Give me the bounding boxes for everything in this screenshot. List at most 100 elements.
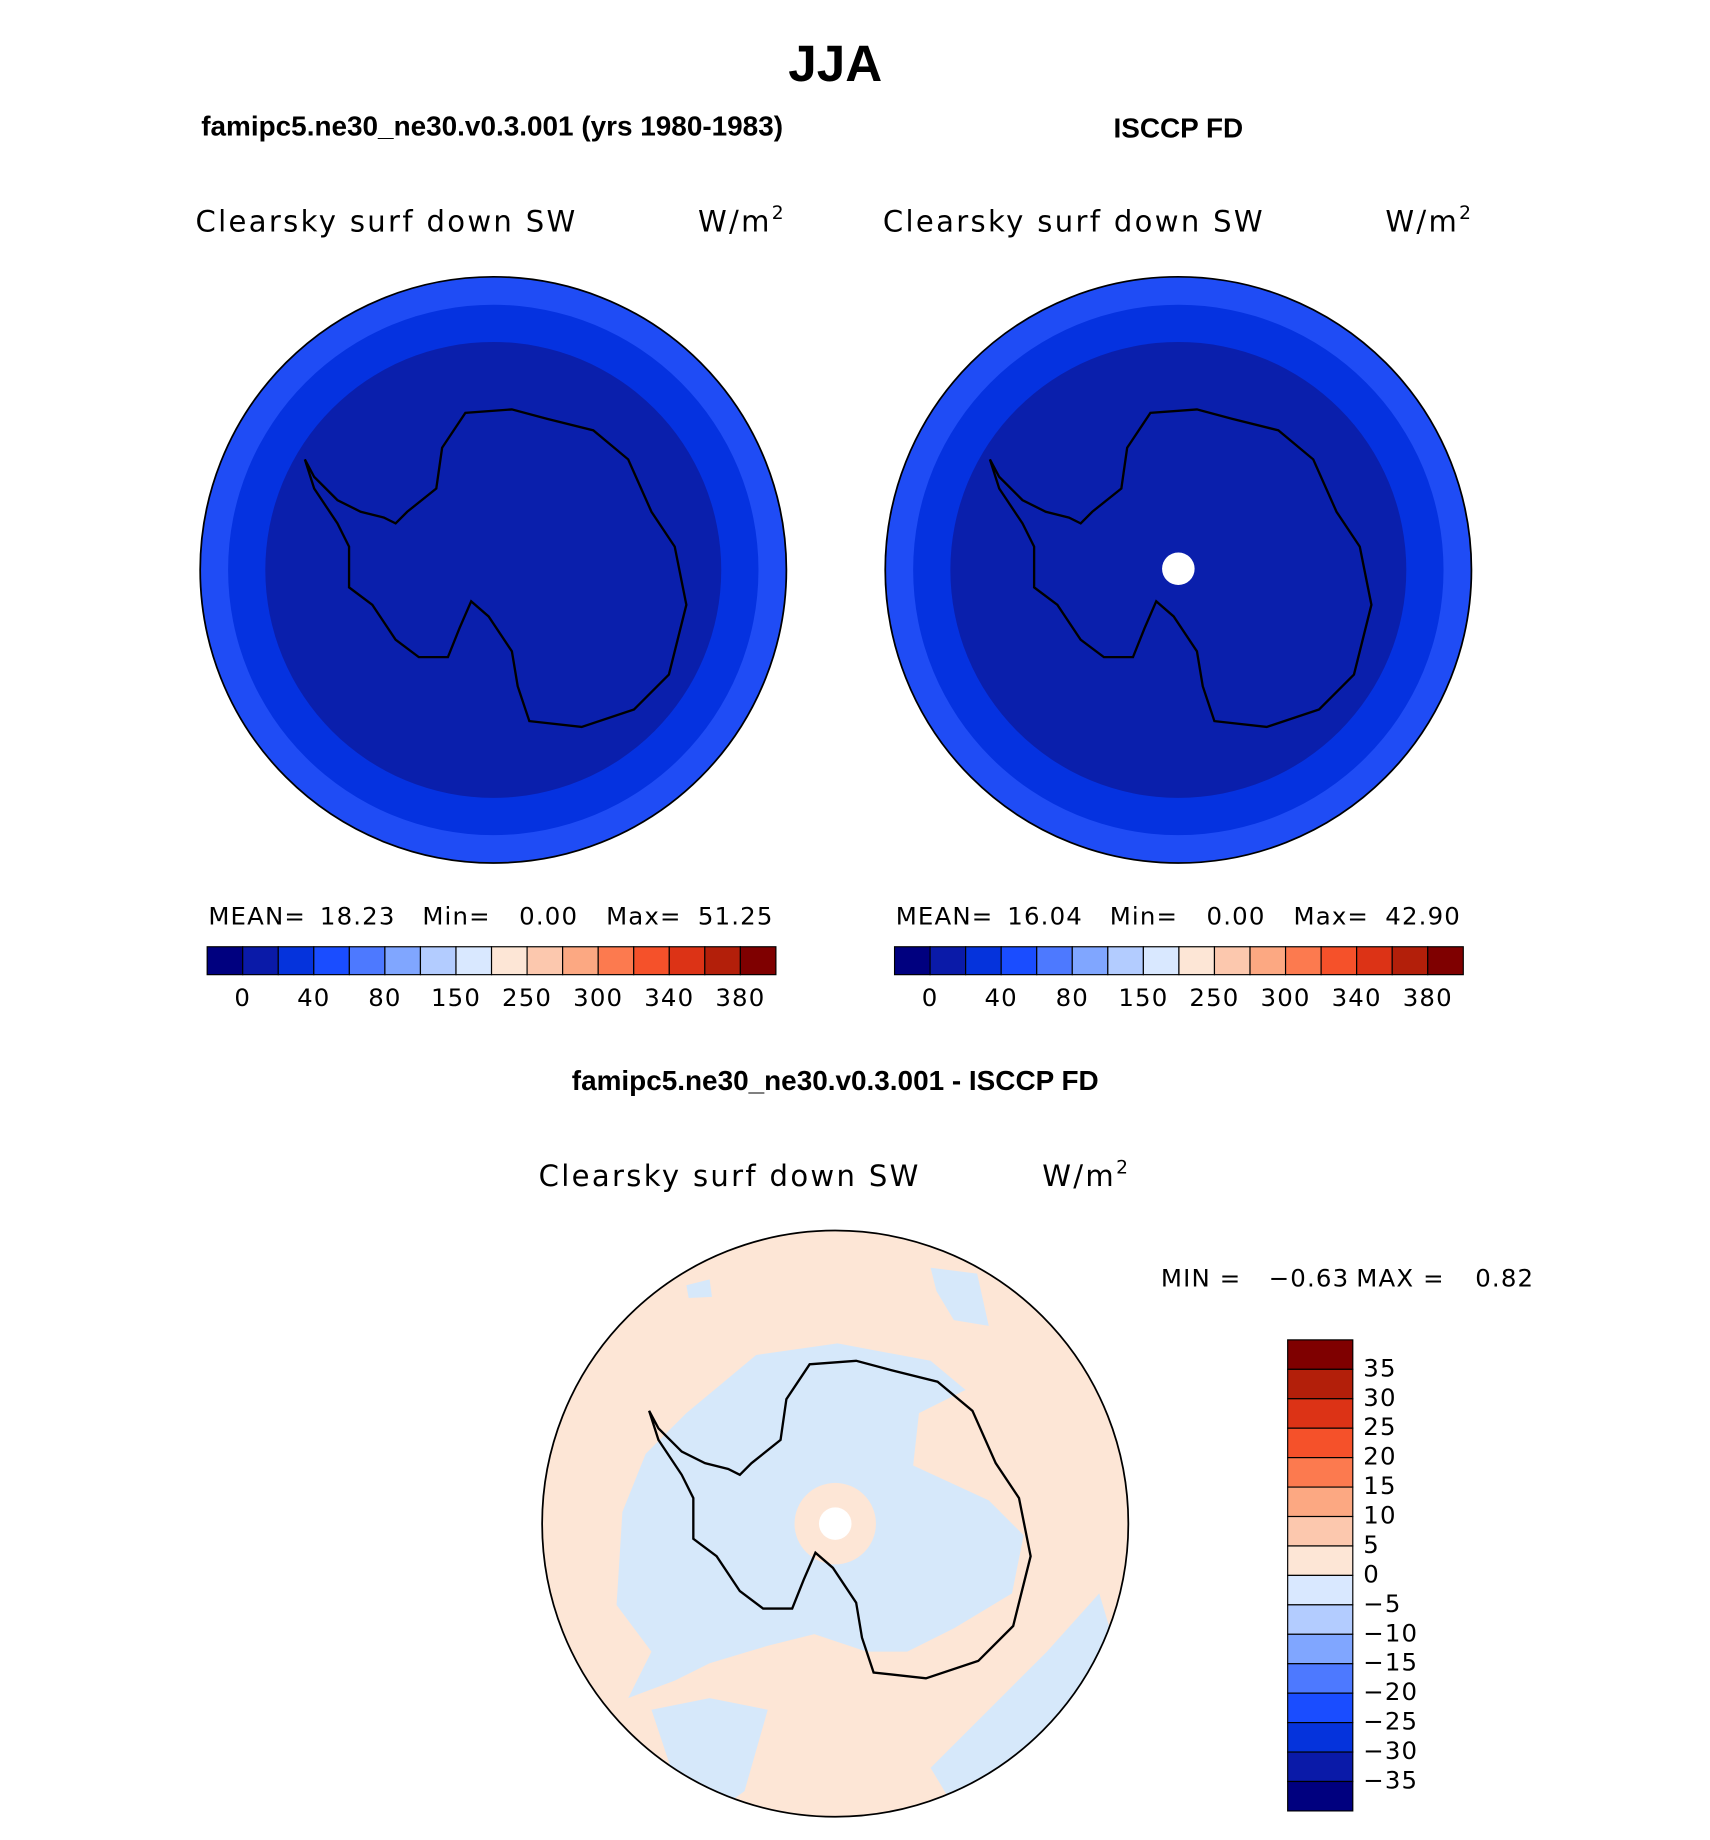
colorbar-label: 250 — [1189, 983, 1239, 1012]
colorbar-label: 300 — [573, 983, 623, 1012]
colorbar-box — [1391, 946, 1429, 976]
colorbar-box — [1287, 1722, 1354, 1753]
colorbar-box — [526, 946, 564, 976]
colorbar-label: 380 — [715, 983, 765, 1012]
stat-label: MEAN= — [896, 902, 994, 931]
colorbar-box — [384, 946, 422, 976]
stat-value: 18.23 — [320, 902, 396, 931]
colorbar-label: 0 — [1363, 1559, 1380, 1588]
map — [884, 275, 1473, 864]
colorbar-label: 40 — [297, 983, 330, 1012]
colorbar-label: −25 — [1363, 1707, 1418, 1736]
stat-label: MEAN= — [208, 902, 306, 931]
colorbar-box — [277, 946, 315, 976]
colorbar-box — [1107, 946, 1144, 976]
colorbar-label: 30 — [1363, 1383, 1396, 1412]
colorbar-box — [1287, 1515, 1354, 1547]
colorbar-box — [1287, 1545, 1354, 1576]
colorbar-label: 40 — [984, 983, 1017, 1012]
colorbar-box — [1287, 1574, 1354, 1606]
stat-value: −0.63 — [1269, 1263, 1350, 1292]
colorbar-label: 10 — [1363, 1501, 1396, 1530]
colorbar-label: 0 — [234, 983, 251, 1012]
colorbar-box — [893, 946, 931, 976]
colorbar-box — [455, 946, 493, 976]
colorbar-box — [1356, 946, 1393, 976]
colorbar-box — [704, 946, 741, 976]
colorbar-box — [1287, 1780, 1354, 1812]
colorbar-label: −5 — [1363, 1589, 1401, 1618]
colorbar-box — [1071, 946, 1109, 976]
stat-value: 0.00 — [1207, 902, 1266, 931]
colorbar-label: 250 — [502, 983, 552, 1012]
panel-title: ISCCP FD — [1113, 113, 1243, 144]
colorbar-box — [965, 946, 1002, 976]
colorbar-box — [242, 946, 279, 976]
colorbar-box — [1287, 1368, 1354, 1400]
colorbar-label: 300 — [1261, 983, 1311, 1012]
colorbar-box — [1178, 946, 1216, 976]
colorbar-label: 380 — [1403, 983, 1453, 1012]
colorbar-box — [929, 946, 967, 976]
colorbar-label: 150 — [431, 983, 481, 1012]
stat-value: 42.90 — [1385, 902, 1461, 931]
stat-label: MAX = — [1356, 1263, 1445, 1292]
stat-label: MIN = — [1161, 1263, 1242, 1292]
variable: Clearsky surf down SW — [196, 204, 578, 238]
colorbar-label: 25 — [1363, 1412, 1396, 1441]
colorbar-box — [348, 946, 386, 976]
colorbar-label: 5 — [1363, 1530, 1380, 1559]
colorbar-box — [1287, 1751, 1354, 1783]
colorbar-label: −20 — [1363, 1677, 1418, 1706]
variable: Clearsky surf down SW — [539, 1159, 921, 1193]
stat-label: Max= — [606, 902, 682, 931]
colorbar-box — [633, 946, 670, 976]
colorbar-box — [1287, 1486, 1354, 1518]
colorbar-box — [1287, 1339, 1354, 1370]
colorbar-label: 80 — [1056, 983, 1089, 1012]
stat-value: 16.04 — [1007, 902, 1083, 931]
stat-value: 51.25 — [698, 902, 774, 931]
colorbar-label: −30 — [1363, 1736, 1418, 1765]
colorbar-box — [490, 946, 528, 976]
colorbar-box — [1287, 1427, 1354, 1459]
stat-label: Min= — [422, 902, 490, 931]
map — [541, 1229, 1130, 1818]
figure-title: JJA — [788, 35, 882, 92]
colorbar-label: 80 — [368, 983, 401, 1012]
stat-label: Max= — [1293, 902, 1369, 931]
colorbar-box — [1287, 1398, 1354, 1429]
panel-title: famipc5.ne30_ne30.v0.3.001 (yrs 1980-198… — [201, 110, 783, 141]
colorbar-box — [1287, 1633, 1354, 1665]
colorbar-label: 340 — [1332, 983, 1382, 1012]
stat-label: Min= — [1110, 902, 1178, 931]
colorbar-label: −10 — [1363, 1618, 1418, 1647]
stat-value: 0.00 — [519, 902, 578, 931]
colorbar-box — [1249, 946, 1287, 976]
units: W/m2 — [1385, 202, 1473, 238]
panel-title: famipc5.ne30_ne30.v0.3.001 - ISCCP FD — [572, 1065, 1099, 1096]
stat-value: 0.82 — [1475, 1263, 1534, 1292]
colorbar-box — [419, 946, 457, 976]
colorbar-box — [1287, 1457, 1354, 1488]
colorbar-label: 20 — [1363, 1442, 1396, 1471]
colorbar-box — [1287, 1692, 1354, 1724]
colorbar-box — [1284, 946, 1322, 976]
colorbar-box — [206, 946, 244, 976]
variable: Clearsky surf down SW — [883, 204, 1265, 238]
colorbar-label: 15 — [1363, 1471, 1396, 1500]
colorbar-box — [1320, 946, 1358, 976]
colorbar-box — [1287, 1663, 1354, 1694]
colorbar-box — [562, 946, 599, 976]
colorbar-label: −15 — [1363, 1648, 1418, 1677]
units: W/m2 — [1042, 1157, 1130, 1193]
colorbar-box — [313, 946, 350, 976]
map — [199, 275, 788, 864]
colorbar-box — [1000, 946, 1038, 976]
colorbar-box — [1036, 946, 1073, 976]
colorbar-box — [1142, 946, 1180, 976]
colorbar-box — [668, 946, 706, 976]
colorbar-label: 35 — [1363, 1353, 1396, 1382]
colorbar-label: 340 — [644, 983, 694, 1012]
colorbar-label: −35 — [1363, 1765, 1418, 1794]
